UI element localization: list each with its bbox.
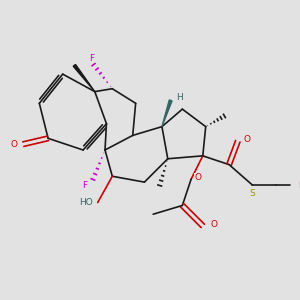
Text: O: O	[194, 173, 201, 182]
Text: HO: HO	[80, 198, 93, 207]
Text: S: S	[250, 189, 255, 198]
Text: O: O	[11, 140, 17, 149]
Text: F: F	[82, 181, 88, 190]
Polygon shape	[73, 64, 95, 92]
Polygon shape	[162, 100, 172, 127]
Text: O: O	[210, 220, 217, 229]
Text: F: F	[89, 54, 94, 63]
Text: H: H	[176, 93, 183, 102]
Text: O: O	[244, 135, 251, 144]
Text: I: I	[298, 181, 300, 190]
